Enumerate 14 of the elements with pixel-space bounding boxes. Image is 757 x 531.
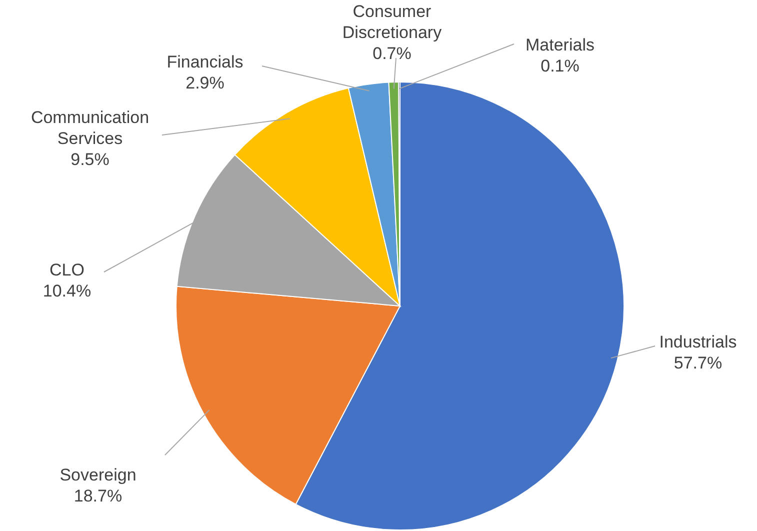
data-label: 10.4% [42,282,92,300]
data-label: 0.1% [540,56,580,76]
data-label: 57.7% [674,354,722,372]
data-label: 2.9% [186,74,224,92]
slice-label: Communication Services [30,108,150,148]
data-label: 0.7% [372,44,412,63]
data-label: 9.5% [70,150,110,169]
slice-label: CLO [50,260,84,280]
slice-label: Sovereign [60,466,136,484]
slice-label: Materials [526,36,594,54]
data-label: 18.7% [74,486,122,506]
slice-label: Consumer Discretionary [342,2,442,42]
slice-label: Industrials [659,332,737,352]
slice-label: Financials [166,52,244,72]
